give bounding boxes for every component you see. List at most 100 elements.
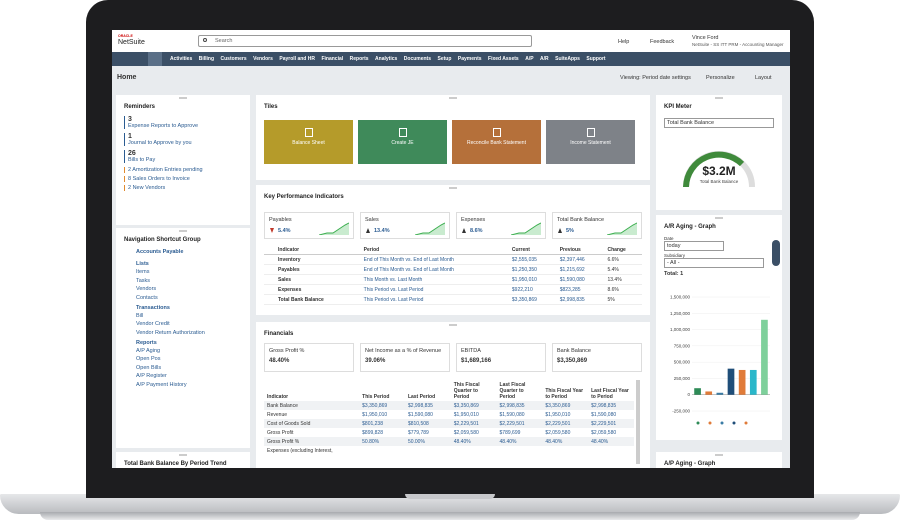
- tile-label: Income Statement: [570, 140, 611, 146]
- fin-card-name: Bank Balance: [557, 348, 591, 354]
- kpi-card-value: 8.6%: [470, 228, 483, 234]
- kpi-cell: $1,590,080: [559, 276, 585, 283]
- nav-item[interactable]: Analytics: [375, 56, 398, 62]
- kpi-card-value: 5%: [566, 228, 574, 234]
- kpi-cell: $3,350,869: [511, 296, 537, 303]
- shortcut-group[interactable]: Reports: [136, 339, 157, 346]
- alert[interactable]: 2 Amortization Entries pending: [124, 167, 242, 173]
- sparkline-line: [607, 222, 637, 235]
- nav-item[interactable]: Setup: [437, 56, 452, 62]
- fin-cell: 50.00%: [407, 438, 425, 445]
- shortcut-link[interactable]: A/P Aging: [136, 347, 161, 354]
- fin-cell: $2,229,501: [591, 420, 617, 427]
- kpi-cell: $2,998,835: [559, 296, 585, 303]
- nav-item[interactable]: Vendors: [253, 56, 273, 62]
- panel-title: Reminders: [124, 104, 156, 110]
- user-name[interactable]: Vince Ford: [692, 35, 719, 41]
- reminder: 26 Bills to Pay: [124, 150, 242, 163]
- nav-item[interactable]: Payroll and HR: [279, 56, 315, 62]
- nav-item[interactable]: Activities: [170, 56, 193, 62]
- personalize[interactable]: Personalize: [706, 75, 735, 81]
- tile-icon: [492, 128, 501, 137]
- alert[interactable]: 8 Sales Orders to Invoice: [124, 176, 242, 182]
- fin-card: Bank Balance $3,350,869: [552, 343, 642, 372]
- tile[interactable]: Create JE: [358, 120, 447, 164]
- fin-cell: $899,828: [362, 429, 383, 436]
- reminder-text[interactable]: Bills to Pay: [128, 157, 156, 163]
- date-input[interactable]: today: [664, 241, 724, 251]
- shortcut-link[interactable]: Vendor Credit: [136, 321, 170, 327]
- reminder-text[interactable]: Journal to Approve by you: [128, 140, 192, 146]
- fin-cell: $2,229,501: [545, 420, 571, 427]
- nav-item[interactable]: Customers: [220, 56, 247, 62]
- handle: [179, 454, 187, 456]
- tile[interactable]: Reconcile Bank Statement: [452, 120, 541, 164]
- sparkline-line: [319, 222, 349, 235]
- nav-item[interactable]: Reports: [349, 56, 369, 62]
- tile[interactable]: Balance Sheet: [264, 120, 353, 164]
- bar: [761, 319, 768, 395]
- shortcut-link[interactable]: Vendors: [136, 286, 157, 292]
- fin-card-value: 39.06%: [365, 358, 386, 364]
- shortcut-link[interactable]: Open Bills: [136, 364, 162, 371]
- shortcut-link[interactable]: A/P Register: [136, 373, 167, 379]
- nav-item[interactable]: Fixed Assets: [488, 56, 519, 62]
- nav-item[interactable]: Support: [586, 56, 606, 62]
- nav-item[interactable]: Billing: [198, 56, 215, 62]
- sparkline-area: [415, 223, 445, 235]
- shortcut-group[interactable]: Lists: [136, 261, 149, 267]
- nav-item[interactable]: A/P: [525, 56, 534, 62]
- fin-cell: $2,998,835: [591, 402, 617, 409]
- bar: [749, 369, 757, 395]
- kpi-cell: 5.4%: [607, 266, 619, 273]
- fin-cell: $2,059,580: [591, 429, 617, 436]
- fin-cell: 50.80%: [362, 438, 380, 445]
- shortcut-link[interactable]: Vendor Return Authorization: [136, 329, 205, 336]
- feedback[interactable]: Feedback: [650, 39, 675, 45]
- shortcut-main[interactable]: Accounts Payable: [136, 249, 184, 255]
- panel-title: Navigation Shortcut Group: [124, 237, 201, 243]
- tile-icon: [304, 128, 313, 137]
- shortcut-link[interactable]: A/P Payment History: [136, 381, 187, 388]
- legend-dot: [744, 421, 748, 425]
- nav-item[interactable]: Financial: [321, 56, 344, 62]
- layout[interactable]: Layout: [755, 75, 772, 81]
- sparkline: [415, 222, 445, 235]
- help[interactable]: Help: [618, 39, 630, 45]
- fin-card-name: Gross Profit %: [269, 348, 305, 354]
- shortcut-link[interactable]: Items: [136, 269, 150, 275]
- fin-col-header: Last Fiscal Year to Period: [591, 387, 629, 400]
- subsidiary-select[interactable]: - All -: [664, 258, 764, 268]
- gauge-value: $3.2M: [702, 164, 735, 178]
- search-box[interactable]: Search: [198, 35, 532, 47]
- nav-item[interactable]: SuiteApps: [555, 56, 580, 62]
- trend-arrow: [366, 228, 370, 233]
- sparkline-area: [607, 223, 637, 235]
- panel-title: Financials: [264, 331, 294, 337]
- nav-item[interactable]: Documents: [403, 56, 432, 62]
- shortcut-link[interactable]: Tasks: [136, 277, 151, 284]
- nav-item[interactable]: Payments: [457, 56, 482, 62]
- shortcut-link[interactable]: Bill: [136, 312, 144, 319]
- fin-card: Gross Profit % 48.40%: [264, 343, 354, 372]
- shortcut-group[interactable]: Transactions: [136, 304, 170, 311]
- shortcut-link[interactable]: Contacts: [136, 294, 158, 301]
- y-tick-label: -250,000: [672, 409, 690, 414]
- nav-item[interactable]: A/R: [540, 56, 549, 62]
- viewing[interactable]: Viewing: Period date settings: [620, 75, 691, 81]
- fin-cell: $1,590,080: [407, 411, 433, 418]
- shortcut-link[interactable]: Open Pos: [136, 356, 161, 362]
- tile[interactable]: Income Statement: [546, 120, 635, 164]
- panel: Navigation Shortcut Group Accounts Payabl…: [116, 228, 250, 448]
- kpi-card-value: 5.4%: [278, 228, 291, 234]
- kpi-cell: $2,397,446: [559, 256, 585, 263]
- fin-col-header: This Fiscal Year to Period: [545, 387, 584, 400]
- fin-cell: $2,059,580: [453, 429, 479, 436]
- fin-cell: [405, 446, 451, 455]
- reminder-text[interactable]: Expense Reports to Approve: [128, 123, 199, 129]
- bar: [694, 388, 701, 395]
- fin-cell: $789,699: [499, 429, 521, 436]
- alert[interactable]: 2 New Vendors: [124, 185, 242, 191]
- meter-select[interactable]: Total Bank Balance: [664, 118, 774, 128]
- kpi-cell: Expenses: [278, 286, 302, 293]
